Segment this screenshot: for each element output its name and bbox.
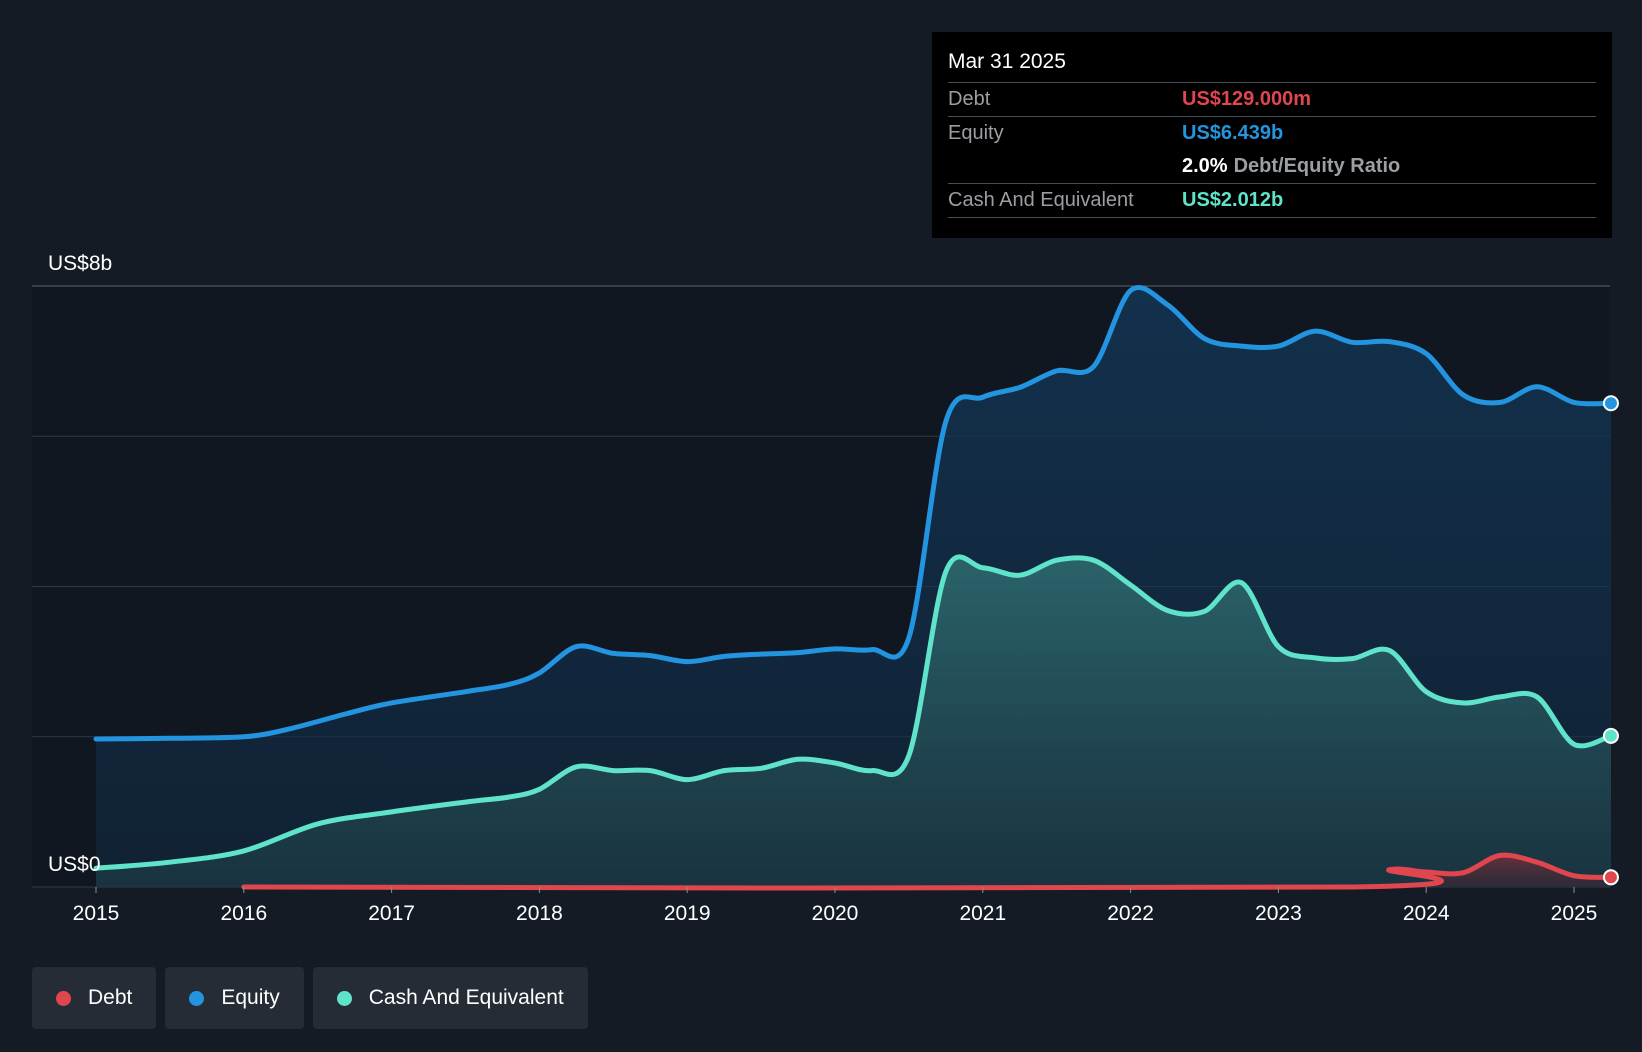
debt-equity-chart: US$8b US$0 2015 2016 2017 2018 2019 2020 2021 2… — [32, 252, 1619, 925]
equity-endpoint — [1602, 395, 1619, 412]
tooltip-debt-label: Debt — [948, 88, 991, 110]
tooltip-ratio-label: Debt/Equity Ratio — [1233, 155, 1401, 177]
equity-dot-icon — [189, 990, 205, 1006]
legend-cash-label: Cash And Equivalent — [368, 986, 564, 1009]
x-tick-label: 2017 — [368, 902, 415, 925]
x-tick-label: 2019 — [664, 902, 711, 925]
legend-debt-label: Debt — [88, 986, 133, 1009]
legend-equity-label: Equity — [221, 986, 280, 1009]
cash-and-equivalent-endpoint — [1602, 727, 1619, 744]
cash-dot-icon — [336, 990, 352, 1006]
tooltip-panel: Mar 31 2025 Debt US$129.000m Equity US$6… — [932, 32, 1612, 238]
y-axis-label-max: US$8b — [48, 252, 112, 275]
x-tick-label: 2023 — [1255, 902, 1302, 925]
equity-line — [93, 285, 1614, 742]
debt-area — [243, 855, 1611, 889]
tooltip-ratio-row: 2.0% Debt/Equity Ratio — [948, 150, 1596, 184]
x-tick-label: 2016 — [220, 902, 267, 925]
tooltip-equity-row: Equity US$6.439b — [948, 117, 1596, 150]
tooltip-equity-label: Equity — [948, 122, 1004, 144]
x-tick-label: 2015 — [73, 902, 120, 925]
x-tick-label: 2021 — [959, 902, 1006, 925]
legend-item-debt[interactable]: Debt — [32, 967, 157, 1029]
x-tick-label: 2020 — [812, 902, 859, 925]
legend-item-equity[interactable]: Equity — [165, 967, 304, 1029]
debt-dot-icon — [56, 990, 71, 1006]
tooltip-debt-row: Debt US$129.000m — [948, 83, 1596, 117]
tooltip-equity-value: US$6.439b — [1182, 122, 1284, 144]
chart-legend: Debt Equity Cash And Equivalent — [32, 967, 588, 1029]
tooltip-cash-value: US$2.012b — [1182, 189, 1284, 211]
y-axis-label-min: US$0 — [48, 853, 101, 876]
tooltip-date: Mar 31 2025 — [948, 46, 1596, 83]
cash-and-equivalent-line — [93, 554, 1614, 871]
legend-item-cash[interactable]: Cash And Equivalent — [312, 967, 588, 1029]
x-tick-label: 2018 — [516, 902, 563, 925]
tooltip-debt-value: US$129.000m — [1182, 88, 1311, 110]
cash-and-equivalent-area — [96, 556, 1611, 887]
tooltip-cash-label: Cash And Equivalent — [948, 189, 1134, 211]
debt-endpoint — [1602, 869, 1619, 886]
tooltip-ratio-value: 2.0% — [1182, 155, 1228, 177]
x-tick-label: 2024 — [1403, 902, 1450, 925]
x-tick-label: 2025 — [1551, 902, 1598, 925]
tooltip-cash-row: Cash And Equivalent US$2.012b — [948, 184, 1596, 218]
x-tick-label: 2022 — [1107, 902, 1154, 925]
debt-line — [241, 852, 1614, 891]
